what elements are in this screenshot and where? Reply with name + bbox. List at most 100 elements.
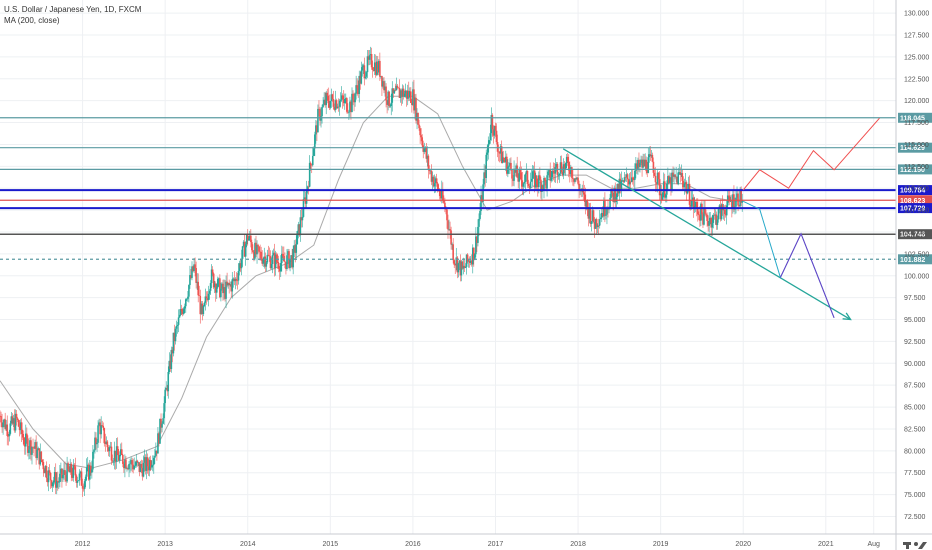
candle-body	[259, 251, 261, 253]
price-tick-label: 110.000	[904, 186, 929, 193]
level-badge	[898, 203, 932, 214]
candle-body	[319, 109, 321, 121]
candle-body	[253, 251, 255, 259]
candle-body	[335, 100, 338, 109]
candle-body	[403, 93, 406, 97]
candle-body	[351, 93, 353, 113]
candle-body	[299, 217, 302, 236]
candle-body	[206, 298, 209, 300]
candle-body	[127, 468, 129, 470]
candle-body	[475, 236, 477, 255]
candle-body	[681, 173, 684, 181]
time-axis[interactable]: 2012 2013 2014 2015 2016 2017 2018 2019 2020 2021…	[0, 533, 932, 548]
candle-body	[435, 178, 438, 184]
candle-body	[643, 159, 645, 167]
candle-body	[525, 171, 528, 175]
candle-body	[301, 216, 304, 221]
candle-body	[385, 86, 387, 101]
candle-body	[314, 134, 316, 149]
candle-body	[291, 255, 293, 268]
candle-body	[720, 204, 723, 220]
candle-body	[232, 278, 235, 280]
candle-body	[498, 151, 501, 154]
candle-body	[470, 260, 473, 265]
candle-body	[181, 311, 184, 314]
candle-body	[421, 137, 423, 146]
candle-body	[121, 449, 123, 455]
price-tick-label: 95.000	[904, 317, 926, 324]
level-badge-label: 108.623	[900, 198, 925, 205]
candle-body	[703, 207, 705, 225]
candle-body	[495, 130, 498, 143]
candle-body	[287, 251, 289, 256]
candle-body	[3, 419, 5, 423]
candle-body	[550, 177, 553, 181]
candle-body	[719, 205, 722, 220]
candle-body	[517, 177, 519, 182]
candle-body	[505, 156, 507, 163]
candle-body	[641, 159, 643, 168]
candle-body	[558, 173, 561, 176]
candle-body	[163, 403, 165, 419]
candle-body	[63, 470, 65, 475]
candle-body	[25, 433, 27, 447]
candle-body	[589, 207, 592, 225]
level-badge-label: 118.045	[900, 115, 925, 122]
candle-body	[251, 242, 253, 251]
candle-body	[369, 54, 372, 56]
candle-body	[694, 202, 697, 207]
candle-body	[715, 214, 718, 226]
candle-body	[397, 87, 400, 89]
candle-body	[411, 102, 413, 105]
candle-body	[633, 179, 635, 181]
candle-body	[602, 212, 604, 217]
candle-body	[57, 480, 59, 483]
price-tick-label: 127.500	[904, 33, 929, 40]
candle-body	[176, 324, 179, 326]
candle-body	[441, 189, 443, 199]
candle-body	[92, 451, 94, 470]
price-axis[interactable]: 72.500 75.000 77.500 80.000 82.500 85.000 87.5…	[895, 0, 929, 550]
candle-body	[209, 283, 212, 291]
candle-body	[284, 261, 286, 262]
candle-body	[737, 193, 739, 206]
candle-body	[151, 464, 154, 466]
candle-body	[13, 418, 16, 431]
candle-body	[292, 249, 294, 268]
candle-body	[66, 463, 68, 482]
candle-body	[159, 418, 161, 444]
candle-body	[96, 442, 98, 445]
level-badge	[898, 142, 932, 153]
candle-body	[208, 290, 211, 294]
candle-body	[648, 154, 651, 158]
candle-body	[18, 426, 21, 431]
candle-body	[528, 185, 531, 188]
candle-body	[554, 167, 557, 174]
candle-body	[210, 269, 213, 284]
candle-body	[671, 172, 673, 190]
candle-body	[553, 172, 556, 174]
candle-body	[262, 259, 265, 264]
level-badge	[898, 164, 932, 175]
candle-body	[166, 388, 169, 392]
candle-body	[261, 258, 263, 264]
candle-body	[97, 425, 99, 443]
price-tick-label: 107.500	[904, 208, 929, 215]
candle-body	[108, 447, 111, 452]
candle-body	[243, 241, 246, 257]
candle-body	[82, 488, 85, 490]
candle-body	[538, 175, 540, 188]
candle-body	[224, 287, 226, 299]
candle-body	[145, 457, 148, 471]
candle-body	[546, 175, 548, 189]
candle-body	[68, 469, 70, 473]
candle-body	[612, 193, 614, 202]
candle-body	[297, 224, 300, 232]
candle-body	[392, 88, 395, 94]
candle-body	[649, 154, 652, 157]
candle-body	[625, 174, 628, 178]
candle-body	[327, 95, 330, 104]
candle-body	[597, 225, 600, 227]
candle-body	[416, 112, 418, 121]
